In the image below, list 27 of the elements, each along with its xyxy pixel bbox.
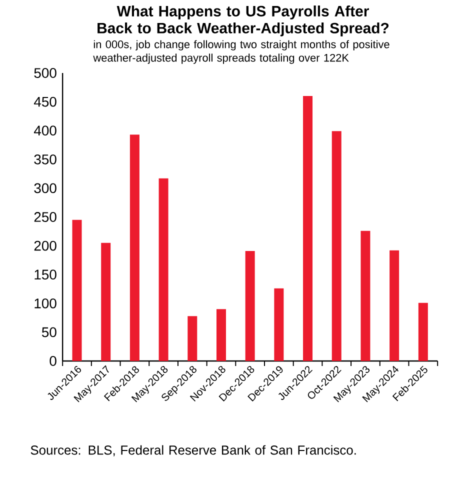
y-tick-label: 400 [34, 126, 56, 136]
bar [274, 288, 284, 361]
y-tick-label: 200 [34, 240, 56, 251]
bar [216, 309, 226, 361]
y-tick-label: 450 [34, 96, 56, 107]
y-tick-label: 50 [42, 327, 56, 338]
y-tick-label: 250 [34, 212, 56, 222]
y-tick-label: 100 [34, 298, 56, 308]
y-tick-label: 350 [34, 154, 56, 164]
y-tick-label: 0 [50, 356, 56, 366]
chart-title: What Happens to US Payrolls After Back to Back Weather-Adjusted Spread? [98, 6, 389, 36]
bar [303, 96, 313, 361]
bar [332, 131, 342, 361]
bar [360, 230, 370, 361]
bar [418, 302, 428, 361]
y-tick-label: 300 [34, 183, 56, 194]
bar [188, 316, 198, 361]
bar [101, 242, 111, 361]
bar [130, 134, 140, 361]
bar [158, 178, 168, 361]
bar [72, 220, 82, 361]
y-tick-label: 500 [34, 68, 56, 78]
y-tick-label: 150 [34, 270, 56, 280]
chart-subtitle: in 000s, job change following two straight months of positive weather-adjusted payroll spreads totaling over 122K [93, 40, 390, 64]
source-note: Sources: BLS, Federal Reserve Bank of San Francisco. [30, 445, 356, 456]
bar [390, 250, 400, 361]
bar [245, 250, 255, 361]
